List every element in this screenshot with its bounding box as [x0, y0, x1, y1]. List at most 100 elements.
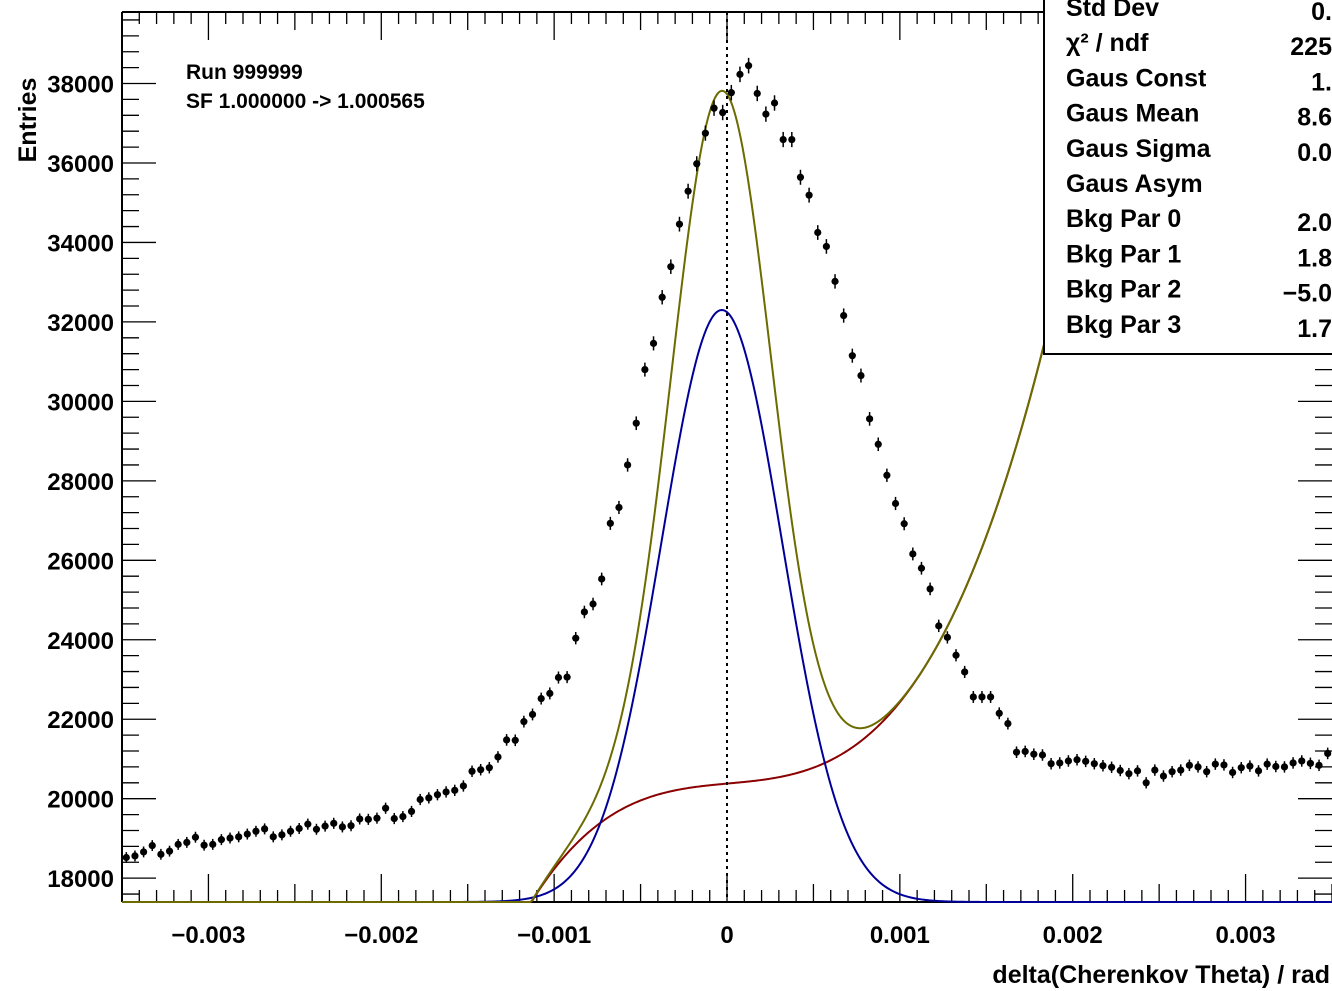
data-point: [779, 135, 787, 144]
data-point: [1168, 768, 1176, 776]
data-point: [1194, 763, 1202, 771]
data-point: [1220, 761, 1228, 769]
data-point: [684, 187, 692, 195]
data-point: [658, 293, 666, 301]
y-tick-label: 26000: [47, 548, 114, 575]
data-point: [667, 263, 675, 271]
data-point: [831, 277, 839, 285]
data-point: [347, 822, 355, 830]
data-point: [952, 651, 960, 659]
data-point: [675, 220, 684, 228]
data-point: [883, 471, 891, 479]
data-point: [252, 827, 260, 835]
data-point: [1142, 779, 1150, 787]
data-point: [243, 830, 251, 838]
stats-box: Std Dev 0. χ² / ndf 225 Gaus Const 1. Gaus Mea…: [1043, 0, 1332, 355]
data-point: [1177, 766, 1185, 774]
x-tick-label: 0.002: [1043, 922, 1103, 949]
x-tick-label: 0.001: [870, 922, 930, 949]
run-annotation: Run 999999: [186, 61, 303, 84]
data-point: [710, 104, 718, 112]
data-point: [503, 736, 511, 744]
data-point: [468, 767, 476, 775]
data-point: [1246, 762, 1254, 770]
data-point: [745, 62, 753, 70]
x-tick-label: −0.002: [344, 922, 418, 949]
stats-value: 1.: [1311, 68, 1332, 96]
data-point: [624, 461, 632, 469]
y-tick-label: 32000: [47, 310, 114, 337]
data-point: [580, 608, 588, 616]
y-tick-label: 36000: [47, 151, 114, 178]
data-point: [1038, 751, 1047, 759]
data-point: [165, 847, 174, 855]
data-point: [770, 99, 779, 107]
data-point: [390, 814, 398, 823]
data-point: [1116, 766, 1124, 775]
stats-box-frame: [1043, 0, 1332, 355]
data-points: [122, 57, 1332, 863]
data-point: [1099, 762, 1107, 770]
data-point: [356, 815, 364, 823]
data-point: [866, 415, 874, 423]
data-point: [1021, 747, 1029, 756]
data-point: [407, 807, 416, 816]
data-point: [900, 520, 908, 528]
data-point: [183, 838, 191, 847]
data-point: [321, 822, 329, 830]
data-point: [572, 634, 580, 642]
stats-value: 1.8: [1297, 244, 1332, 272]
y-tick-label: 34000: [47, 230, 114, 257]
stats-value: 2.0: [1297, 209, 1332, 237]
data-point: [1306, 759, 1314, 767]
stats-value: 0.: [1311, 0, 1332, 26]
data-point: [278, 831, 286, 839]
y-axis-title: Entries: [14, 78, 42, 163]
data-point: [373, 814, 381, 822]
x-tick-label: −0.001: [517, 922, 591, 949]
stats-label: χ² / ndf: [1066, 29, 1149, 57]
data-point: [1133, 767, 1142, 775]
data-point: [589, 600, 597, 608]
data-point: [632, 419, 640, 427]
data-point: [727, 89, 735, 97]
data-point: [338, 823, 346, 831]
data-point: [874, 440, 882, 448]
stats-label: Gaus Const: [1066, 64, 1207, 92]
x-axis-title: delta(Cherenkov Theta) / rad: [992, 961, 1330, 989]
data-point: [304, 820, 312, 828]
stats-label: Bkg Par 0: [1066, 205, 1181, 233]
data-point: [840, 311, 848, 320]
stats-label: Bkg Par 3: [1066, 311, 1181, 339]
stats-label: Bkg Par 2: [1066, 276, 1181, 304]
data-point: [1211, 760, 1219, 768]
data-point: [364, 815, 372, 823]
data-point: [1056, 759, 1064, 767]
data-point: [935, 622, 943, 630]
data-point: [520, 718, 528, 726]
data-point: [1254, 767, 1263, 775]
stats-label: Gaus Asym: [1066, 170, 1203, 198]
data-point: [641, 365, 649, 374]
data-point: [857, 371, 865, 380]
data-point: [926, 585, 934, 593]
data-point: [1229, 768, 1237, 777]
data-point: [796, 173, 805, 181]
stats-label: Gaus Mean: [1066, 100, 1199, 128]
data-point: [917, 564, 926, 572]
data-point: [1108, 763, 1116, 771]
data-point: [459, 782, 467, 790]
data-point: [140, 848, 148, 856]
stats-label: Gaus Sigma: [1066, 135, 1212, 163]
data-point: [805, 191, 813, 199]
data-point: [286, 827, 295, 835]
data-point: [131, 852, 139, 860]
data-point: [477, 766, 485, 774]
data-point: [1082, 757, 1090, 765]
data-point: [978, 693, 986, 701]
x-tick-label: −0.003: [171, 922, 245, 949]
data-point: [330, 819, 338, 827]
y-tick-label: 20000: [47, 787, 114, 814]
data-point: [1263, 760, 1271, 768]
